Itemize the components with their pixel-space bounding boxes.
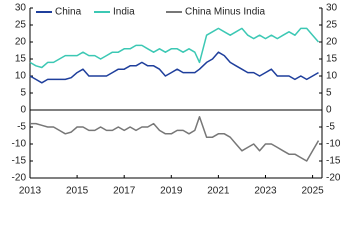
- series-line: [29, 27, 320, 69]
- y2-tick-label: -10: [326, 139, 341, 150]
- y2-tick-label: 25: [326, 20, 338, 31]
- y-tick-label: 30: [15, 3, 27, 14]
- legend-label: China: [55, 7, 82, 18]
- y-tick-label: -20: [12, 173, 27, 184]
- y-tick-label: -15: [12, 156, 27, 167]
- x-tick-label: 2017: [113, 186, 136, 197]
- y-tick-label: -5: [17, 122, 26, 133]
- y2-tick-label: -5: [326, 122, 335, 133]
- x-tick-label: 2015: [66, 186, 89, 197]
- y2-tick-label: 20: [326, 37, 338, 48]
- y2-tick-label: 10: [326, 71, 338, 82]
- x-tick-label: 2013: [19, 186, 42, 197]
- y-tick-label: 20: [15, 37, 27, 48]
- y2-tick-label: 15: [326, 54, 338, 65]
- chart: -20-15-10-5051015202530-20-15-10-5051015…: [12, 3, 341, 197]
- x-tick-label: 2023: [254, 186, 277, 197]
- y-tick-label: 0: [20, 105, 26, 116]
- y-tick-label: 25: [15, 20, 27, 31]
- y2-tick-label: 5: [326, 88, 332, 99]
- y2-tick-label: -20: [326, 173, 341, 184]
- series-line: [30, 116, 320, 162]
- legend-label: India: [113, 7, 135, 18]
- x-tick-label: 2019: [160, 186, 183, 197]
- y2-tick-label: -15: [326, 156, 341, 167]
- y-tick-label: -10: [12, 139, 27, 150]
- x-tick-label: 2021: [207, 186, 230, 197]
- y-tick-label: 15: [15, 54, 27, 65]
- series-line: [29, 51, 319, 84]
- y2-tick-label: 0: [326, 105, 332, 116]
- y-tick-label: 5: [20, 88, 26, 99]
- y-tick-label: 10: [15, 71, 27, 82]
- legend-label: China Minus India: [185, 7, 265, 18]
- x-tick-label: 2025: [301, 186, 324, 197]
- y2-tick-label: 30: [326, 3, 338, 14]
